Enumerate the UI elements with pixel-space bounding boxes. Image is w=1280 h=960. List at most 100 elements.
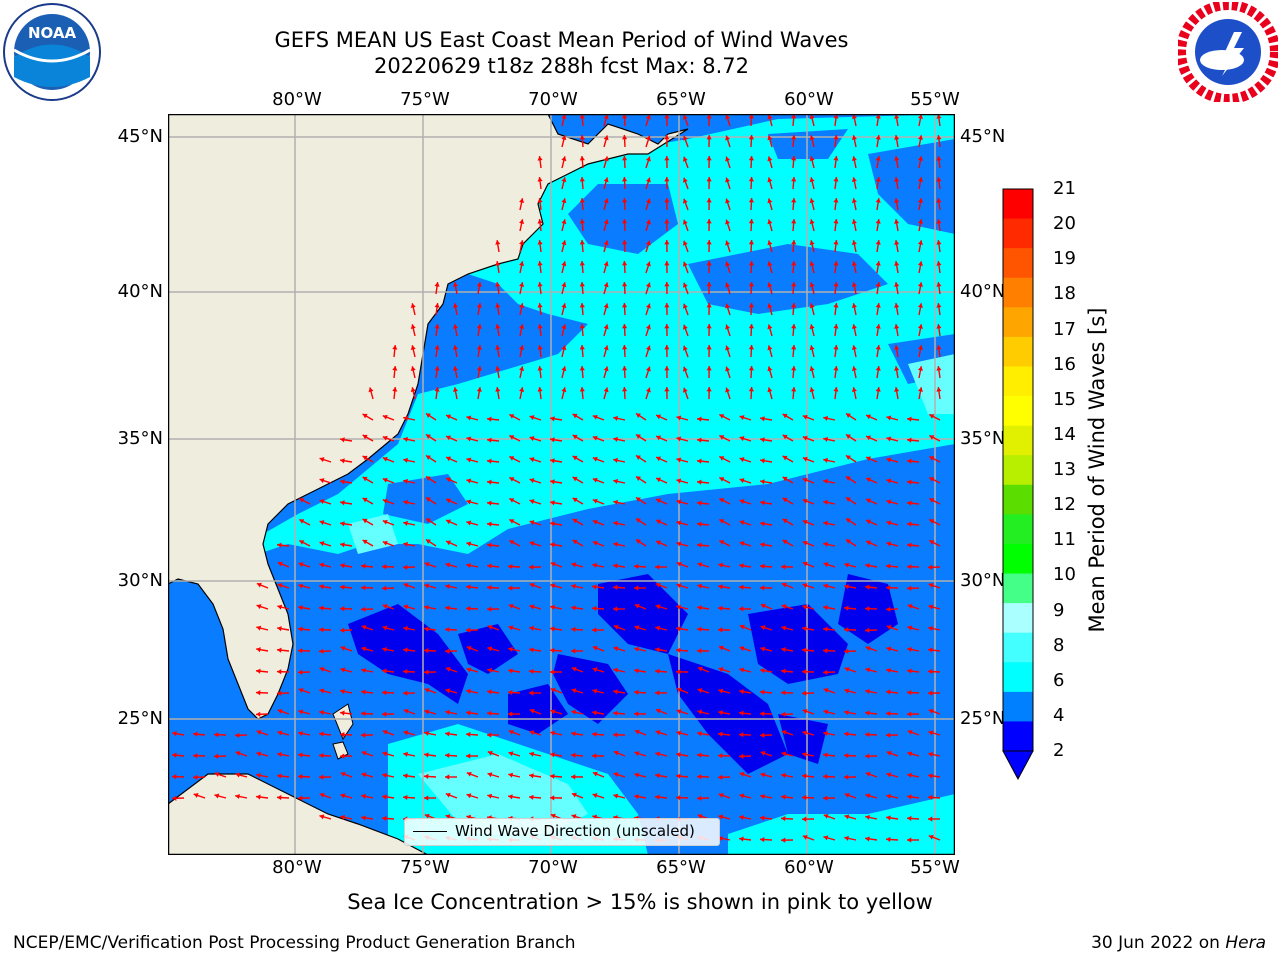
wave-direction-arrowhead: [917, 324, 924, 329]
wave-direction-arrowhead: [697, 521, 702, 527]
wave-direction-arrowhead: [739, 753, 744, 759]
wave-direction-arrowhead: [368, 387, 374, 393]
wave-direction-arrowhead: [718, 774, 723, 780]
wave-direction-arrowhead: [446, 456, 451, 462]
wave-direction-arrowhead: [739, 732, 744, 738]
wave-direction-arrowhead: [466, 645, 472, 651]
wave-direction-arrowhead: [725, 282, 731, 288]
wave-direction-arrowhead: [403, 604, 409, 610]
wave-direction-arrowhead: [739, 436, 745, 442]
wave-direction-arrowhead: [635, 413, 641, 418]
wave-direction-arrowhead: [718, 753, 723, 759]
wave-direction-arrowhead: [907, 521, 912, 527]
legend-label: Wind Wave Direction (unscaled): [455, 822, 695, 840]
lat-label-left: 40°N: [117, 281, 163, 302]
period-band-dark: [348, 604, 468, 704]
wave-direction-arrowhead: [917, 177, 924, 182]
wave-direction-arrowhead: [613, 793, 619, 799]
wave-direction-arrowhead: [865, 606, 870, 612]
wave-direction-arrowhead: [550, 795, 555, 801]
wave-direction-arrowhead: [550, 521, 555, 527]
wave-direction-arrowhead: [928, 583, 934, 588]
wave-direction-arrowhead: [697, 479, 702, 485]
wave-direction-arrowhead: [214, 753, 219, 759]
colorbar-segment: [1003, 543, 1033, 575]
wave-direction-arrowhead: [739, 584, 744, 590]
wave-direction-arrowhead: [886, 415, 892, 421]
wave-direction-arrowhead: [676, 436, 682, 442]
wave-direction-arrowhead: [886, 750, 892, 756]
wave-direction-arrowhead: [802, 730, 808, 736]
wave-direction-arrowhead: [760, 585, 765, 591]
wave-direction-arrowhead: [928, 794, 933, 801]
wave-direction-arrowhead: [214, 772, 220, 777]
wave-direction-arrowhead: [739, 563, 744, 569]
lat-label-right: 30°N: [960, 570, 1006, 591]
wave-direction-arrowhead: [802, 498, 808, 504]
wave-direction-arrowhead: [739, 793, 745, 799]
wave-direction-arrowhead: [298, 795, 303, 801]
wave-direction-arrowhead: [571, 774, 576, 780]
wave-direction-arrowhead: [362, 476, 368, 482]
wave-direction-arrowhead: [676, 561, 682, 567]
wave-direction-arrowhead: [193, 731, 198, 737]
wave-direction-arrowhead: [907, 646, 912, 653]
wave-direction-arrowhead: [936, 240, 942, 245]
colorbar-tick-label: 4: [1053, 704, 1065, 726]
wave-direction-arrowhead: [928, 669, 933, 675]
colorbar-segment: [1003, 307, 1033, 338]
wave-direction-arrowhead: [487, 750, 493, 756]
wave-direction-arrowhead: [519, 345, 525, 350]
wave-direction-arrowhead: [487, 542, 492, 548]
wave-direction-arrowhead: [851, 303, 857, 308]
wave-direction-arrowhead: [425, 413, 431, 418]
wave-direction-arrowhead: [579, 177, 585, 182]
wave-direction-arrowhead: [571, 752, 576, 758]
lon-label-bottom: 80°W: [272, 857, 322, 878]
wave-direction-arrowhead: [592, 731, 597, 737]
wave-direction-arrowhead: [833, 114, 839, 119]
wave-direction-arrowhead: [434, 345, 440, 350]
wave-direction-arrowhead: [452, 345, 459, 350]
wave-direction-arrowhead: [361, 793, 366, 799]
wave-period-map: [168, 114, 955, 855]
wave-direction-arrowhead: [823, 730, 828, 737]
wave-direction-arrowhead: [739, 520, 745, 526]
wave-direction-arrowhead: [571, 605, 576, 611]
wave-direction-arrowhead: [656, 498, 661, 504]
wave-direction-arrowhead: [697, 416, 702, 422]
colorbar-segment: [1003, 396, 1033, 427]
wave-direction-arrowhead: [718, 584, 723, 590]
wave-direction-arrowhead: [718, 731, 723, 737]
wave-direction-arrowhead: [410, 345, 416, 351]
wave-direction-arrowhead: [760, 751, 766, 756]
wave-direction-arrowhead: [823, 541, 828, 547]
wave-direction-arrowhead: [403, 708, 409, 714]
wave-direction-arrowhead: [936, 219, 942, 224]
wave-direction-arrowhead: [529, 436, 535, 442]
lon-label-top: 65°W: [656, 89, 706, 110]
wave-direction-arrowhead: [719, 540, 725, 545]
wave-direction-arrowhead: [781, 690, 786, 696]
wave-direction-arrowhead: [382, 456, 388, 462]
wave-direction-arrowhead: [767, 261, 773, 267]
wave-direction-arrowhead: [844, 753, 849, 759]
footer-credit: NCEP/EMC/Verification Post Processing Pr…: [13, 933, 576, 953]
wave-direction-arrowhead: [645, 219, 651, 225]
wave-direction-arrowhead: [739, 814, 744, 821]
wave-direction-arrowhead: [487, 667, 492, 673]
wave-direction-arrowhead: [725, 303, 731, 309]
wave-direction-arrowhead: [172, 752, 177, 758]
wave-direction-arrowhead: [706, 114, 712, 119]
wave-direction-arrowhead: [929, 456, 935, 461]
wave-direction-arrowhead: [403, 564, 408, 570]
colorbar-tick-label: 13: [1053, 459, 1076, 480]
wave-direction-arrowhead: [445, 814, 451, 820]
wave-direction-arrowhead: [425, 539, 431, 544]
wave-direction-arrowhead: [719, 414, 725, 419]
wave-direction-arrowhead: [725, 345, 731, 351]
lon-label-bottom: 70°W: [528, 857, 578, 878]
wave-direction-arrowhead: [809, 219, 815, 225]
wave-direction-arrowhead: [256, 582, 262, 588]
wave-direction-arrowhead: [739, 606, 744, 612]
